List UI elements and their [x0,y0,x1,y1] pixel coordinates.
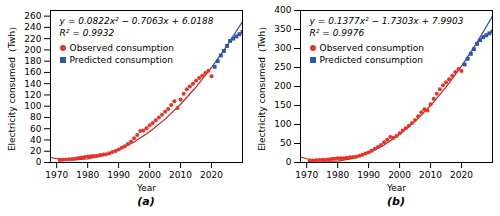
svg-text:350: 350 [274,24,291,34]
svg-text:0: 0 [286,157,292,167]
html-text:Predicted consumption: Predicted consumption [69,55,173,65]
svg-text:200: 200 [24,45,41,55]
svg-text:200: 200 [274,81,291,91]
svg-text:1980: 1980 [326,170,349,180]
html-text:R² = 0.9932: R² = 0.9932 [59,28,115,38]
svg-text:180: 180 [24,56,41,66]
svg-text:80: 80 [30,112,42,122]
html-text:y = 0.0822x² − 0.7063x + 6.018: y = 0.0822x² − 0.7063x + 6.0188 [59,16,214,26]
html-text:y = 0.1377x² − 1.7303x + 7.990: y = 0.1377x² − 1.7303x + 7.9903 [309,16,464,26]
svg-text:160: 160 [24,67,41,77]
html-text:Predicted consumption: Predicted consumption [319,55,423,65]
svg-text:2010: 2010 [419,170,442,180]
svg-text:Electricity consumed（Twh）: Electricity consumed（Twh） [257,22,267,151]
svg-text:40: 40 [30,135,42,145]
svg-text:100: 100 [24,101,41,111]
svg-text:Year: Year [386,183,406,193]
svg-text:60: 60 [30,124,42,134]
svg-text:0: 0 [36,157,42,167]
html-text:Observed consumption: Observed consumption [69,43,174,53]
svg-text:2020: 2020 [200,170,223,180]
svg-text:Year: Year [136,183,156,193]
svg-text:1970: 1970 [45,170,68,180]
svg-text:2000: 2000 [138,170,161,180]
svg-text:300: 300 [274,43,291,53]
svg-text:240: 240 [24,22,41,32]
svg-text:150: 150 [274,100,291,110]
svg-text:2000: 2000 [388,170,411,180]
svg-text:250: 250 [274,62,291,72]
html-text:(a): (a) [137,195,155,208]
svg-text:2020: 2020 [450,170,473,180]
svg-text:120: 120 [24,90,41,100]
html-text:(b): (b) [387,195,405,208]
svg-text:140: 140 [24,79,41,89]
svg-text:Electricity consumed（Twh）: Electricity consumed（Twh） [7,22,17,151]
svg-text:2010: 2010 [169,170,192,180]
svg-text:1970: 1970 [295,170,318,180]
svg-text:260: 260 [24,11,41,21]
svg-text:220: 220 [24,34,41,44]
svg-text:400: 400 [274,5,291,15]
svg-text:1990: 1990 [107,170,130,180]
html-text:Observed consumption: Observed consumption [319,43,424,53]
svg-text:20: 20 [30,146,42,156]
svg-text:50: 50 [280,138,292,148]
svg-text:1980: 1980 [76,170,99,180]
svg-text:100: 100 [274,119,291,129]
svg-text:1990: 1990 [357,170,380,180]
html-text:R² = 0.9976: R² = 0.9976 [309,28,365,38]
